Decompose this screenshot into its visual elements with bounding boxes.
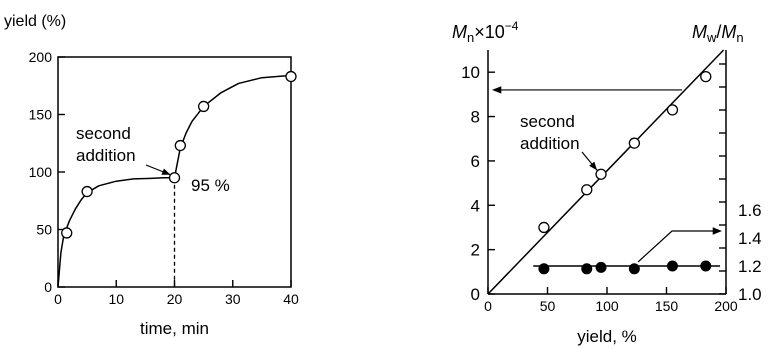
left-data-point bbox=[197, 100, 210, 113]
left-y-tick-label: 0 bbox=[44, 279, 52, 295]
left-plot-frame bbox=[57, 56, 292, 288]
right-left-y-tick-label: 0 bbox=[471, 285, 480, 304]
right-mwmn-data-point bbox=[628, 263, 640, 275]
left-y-tick-label: 150 bbox=[29, 107, 53, 123]
left-growth-curve bbox=[57, 74, 292, 288]
left-data-point bbox=[81, 185, 93, 198]
left-data-point bbox=[285, 70, 297, 83]
left-x-tick-label: 0 bbox=[54, 291, 62, 307]
right-mwmn-data-point bbox=[581, 263, 593, 275]
right-right-y-axis-label: Mw/Mn bbox=[692, 22, 744, 45]
right-left-y-tick-label: 10 bbox=[461, 63, 480, 82]
left-data-point bbox=[61, 227, 73, 239]
right-mwmn-data-point bbox=[700, 260, 712, 272]
right-arrow-to-left-axis-head bbox=[492, 86, 502, 94]
right-left-y-axis-label: Mn×10−4 bbox=[452, 19, 519, 45]
left-annotation-arrowhead bbox=[161, 168, 171, 175]
right-mn-data-point bbox=[700, 70, 712, 83]
left-data-point bbox=[168, 172, 181, 184]
right-left-y-tick-label: 6 bbox=[471, 152, 480, 171]
left-x-axis-label: time, min bbox=[140, 319, 209, 338]
left-x-tick-label: 20 bbox=[167, 291, 183, 307]
right-x-tick-label: 150 bbox=[655, 298, 679, 314]
right-right-y-tick-label: 1.0 bbox=[738, 285, 762, 304]
left-x-tick-label: 40 bbox=[283, 291, 299, 307]
right-x-tick-label: 100 bbox=[595, 298, 619, 314]
left-x-tick-label: 10 bbox=[108, 291, 124, 307]
left-y-tick-label: 100 bbox=[29, 164, 53, 180]
right-right-y-tick-label: 1.6 bbox=[738, 201, 762, 220]
right-second-addition-label-line: second bbox=[520, 112, 575, 131]
right-left-y-tick-label: 4 bbox=[471, 196, 480, 215]
right-second-addition-label: second addition bbox=[520, 112, 580, 153]
right-annotation-arrowhead bbox=[589, 161, 598, 171]
right-mwmn-data-point bbox=[666, 260, 678, 272]
left-second-addition-label-line: addition bbox=[76, 146, 136, 165]
right-second-addition-label-line: addition bbox=[520, 134, 580, 153]
right-mn-data-point bbox=[581, 184, 593, 196]
left-second-addition-label-line: second bbox=[76, 124, 131, 143]
right-x-tick-label: 200 bbox=[714, 298, 738, 314]
left-y-tick-label: 200 bbox=[29, 49, 53, 65]
right-mwmn-data-point bbox=[538, 263, 550, 275]
right-x-axis-label: yield, % bbox=[577, 327, 637, 346]
right-x-tick-label: 0 bbox=[484, 298, 492, 314]
left-data-point bbox=[174, 139, 186, 152]
right-x-tick-label: 50 bbox=[540, 298, 556, 314]
right-left-y-tick-label: 8 bbox=[471, 108, 480, 127]
right-mn-data-point bbox=[538, 221, 550, 234]
right-left-y-tick-label: 2 bbox=[471, 241, 480, 260]
left-95-percent-label: 95 % bbox=[191, 176, 230, 195]
right-right-y-tick-label: 1.4 bbox=[738, 229, 762, 248]
right-arrow-to-right-axis-head bbox=[712, 227, 722, 235]
right-arrow-to-right-axis-line bbox=[637, 230, 716, 263]
left-second-addition-label: second addition bbox=[76, 124, 136, 165]
right-mwmn-data-point bbox=[595, 261, 607, 273]
left-y-axis-label: yield (%) bbox=[4, 13, 66, 30]
left-x-tick-label: 30 bbox=[225, 291, 241, 307]
right-mn-data-point bbox=[628, 137, 641, 149]
right-right-y-tick-label: 1.2 bbox=[738, 257, 762, 276]
right-mn-data-point bbox=[595, 168, 607, 180]
left-y-tick-label: 50 bbox=[36, 222, 52, 238]
right-mn-data-point bbox=[666, 104, 679, 116]
